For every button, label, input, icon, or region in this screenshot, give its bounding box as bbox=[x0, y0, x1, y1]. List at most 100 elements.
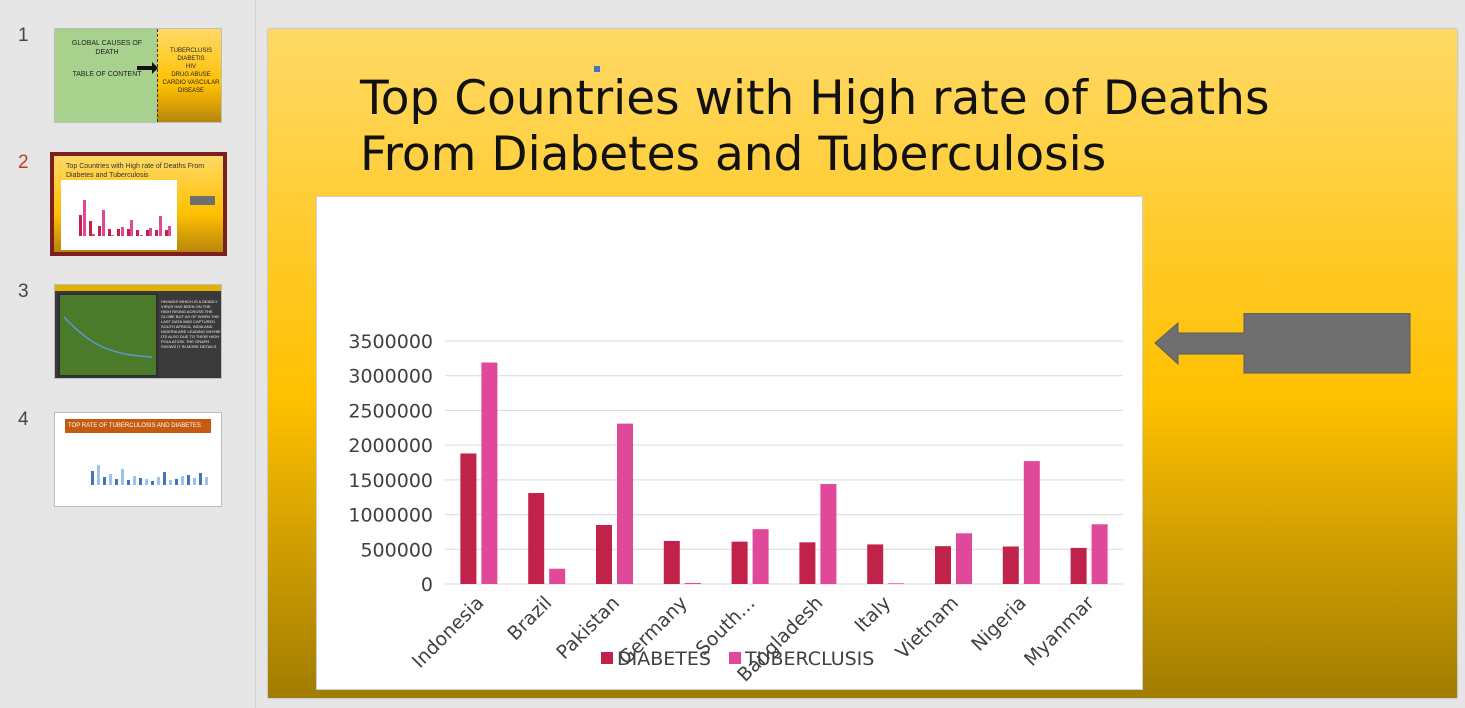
slide-number: 4 bbox=[18, 409, 29, 430]
thumb-bar bbox=[139, 478, 142, 485]
thumb-bar bbox=[107, 228, 111, 236]
bar-tuberclusis bbox=[684, 582, 701, 584]
bar-diabetes bbox=[867, 544, 884, 584]
bar-diabetes bbox=[799, 542, 816, 584]
thumb-banner: TOP RATE OF TUBERCULOSIS AND DIABETES bbox=[65, 419, 211, 433]
thumb-plot-svg bbox=[63, 316, 153, 358]
thumb-text: DIABETIS bbox=[177, 56, 205, 62]
bar-tuberclusis bbox=[1091, 524, 1108, 584]
x-tick-label: Vietnam bbox=[891, 592, 963, 664]
thumb-text: TUBERCLUSIS bbox=[169, 48, 212, 54]
thumb-text: TABLE OF CONTENT bbox=[72, 71, 142, 78]
thumb-bar bbox=[82, 199, 86, 236]
y-tick-label: 1000000 bbox=[348, 505, 433, 527]
x-tick-label: Myanmar bbox=[1020, 592, 1099, 671]
thumb-chart bbox=[61, 180, 177, 250]
thumb-bar bbox=[199, 473, 202, 485]
thumb-bar bbox=[109, 474, 112, 485]
bar-tuberclusis bbox=[549, 568, 566, 584]
thumb-text: DISEASE bbox=[177, 88, 204, 94]
selection-handle[interactable] bbox=[594, 66, 600, 72]
arrow-left-icon bbox=[190, 196, 215, 205]
thumb-bar bbox=[101, 209, 105, 236]
y-tick-label: 3000000 bbox=[348, 366, 433, 388]
thumb-text: GLOBAL CAUSES OF bbox=[71, 40, 143, 47]
bar-diabetes bbox=[731, 541, 748, 584]
slide-thumbnail-pane: 1 GLOBAL CAUSES OF DEATH TABLE OF CONTENT… bbox=[0, 0, 256, 708]
thumb-bar bbox=[103, 477, 106, 485]
thumb-plot bbox=[58, 293, 158, 377]
slide-thumbnail-1[interactable]: GLOBAL CAUSES OF DEATH TABLE OF CONTENT T… bbox=[54, 28, 222, 123]
thumb-bar bbox=[187, 475, 190, 485]
thumb-green-panel: GLOBAL CAUSES OF DEATH TABLE OF CONTENT bbox=[55, 29, 157, 122]
thumb-bar bbox=[145, 479, 148, 485]
left-arrow-shape[interactable] bbox=[1154, 313, 1412, 375]
bar-diabetes bbox=[1002, 546, 1019, 584]
bar-tuberclusis bbox=[617, 423, 633, 584]
thumb-bar bbox=[97, 465, 100, 485]
bar-diabetes bbox=[935, 546, 951, 584]
chart-svg: 0 500000 1000000 1500000 2000000 2500000 30000… bbox=[348, 331, 1123, 686]
bar-diabetes bbox=[528, 493, 545, 584]
thumb-bar bbox=[130, 219, 133, 236]
y-tick-label: 2000000 bbox=[348, 435, 433, 457]
thumb-bar bbox=[127, 480, 130, 485]
slide-canvas[interactable]: Top Countries with High rate of Deaths F… bbox=[268, 29, 1457, 698]
thumb-bar bbox=[181, 476, 184, 485]
thumb-bar bbox=[139, 235, 143, 236]
x-tick-label: Italy bbox=[851, 592, 896, 637]
bar-diabetes bbox=[1070, 547, 1087, 584]
bar-diabetes bbox=[663, 540, 680, 584]
thumb-bar bbox=[169, 480, 172, 485]
bar-tuberclusis bbox=[752, 529, 769, 584]
slide-title[interactable]: Top Countries with High rate of Deaths F… bbox=[360, 71, 1270, 182]
thumb-list: TUBERCLUSIS DIABETIS HIV DRUG ABUSE CARD… bbox=[159, 47, 221, 95]
thumb-text: HIV bbox=[185, 64, 196, 70]
thumb-bar bbox=[168, 226, 171, 236]
thumb-bar bbox=[98, 226, 101, 236]
slide-number: 1 bbox=[18, 25, 29, 46]
thumb-bar bbox=[136, 229, 139, 236]
x-tick-label: Pakistan bbox=[552, 592, 624, 664]
slide-thumbnail-3[interactable]: HIV/AIDS WHICH IS A DEADLY VIRUS HAS BEE… bbox=[54, 284, 222, 379]
slide-number: 3 bbox=[18, 281, 29, 302]
slide-number: 2 bbox=[18, 152, 29, 173]
x-tick-label: Brazil bbox=[503, 592, 556, 645]
thumb-bar bbox=[158, 215, 162, 236]
thumb-bar bbox=[117, 229, 120, 236]
legend-swatch bbox=[601, 652, 613, 664]
thumb-bar bbox=[175, 479, 178, 485]
chart[interactable]: 0 500000 1000000 1500000 2000000 2500000 30000… bbox=[316, 196, 1143, 690]
thumb-bar bbox=[149, 227, 152, 236]
x-tick-label: Indonesia bbox=[408, 592, 489, 673]
slide-thumbnail-2[interactable]: Top Countries with High rate of Deaths F… bbox=[50, 152, 227, 256]
thumb-text: DEATH bbox=[95, 49, 119, 56]
legend-swatch bbox=[729, 652, 741, 664]
y-tick-label: 0 bbox=[421, 574, 433, 596]
thumb-bar bbox=[193, 478, 196, 485]
bar-tuberclusis bbox=[1023, 461, 1040, 584]
arrow-right-icon bbox=[137, 62, 158, 74]
thumb-text: DRUG ABUSE bbox=[171, 72, 211, 78]
thumb-bar bbox=[79, 214, 82, 236]
thumb-text: HIV/AIDS WHICH IS A DEADLY VIRUS HAS BEE… bbox=[161, 299, 221, 349]
thumb-bar bbox=[133, 476, 136, 485]
thumb-bar bbox=[157, 477, 160, 485]
thumb-bar bbox=[91, 471, 94, 485]
thumb-bar bbox=[151, 481, 154, 485]
arrow-left-icon bbox=[1154, 313, 1411, 374]
slide-thumbnail-4[interactable]: TOP RATE OF TUBERCULOSIS AND DIABETES bbox=[54, 412, 222, 507]
thumb-bar bbox=[120, 226, 124, 236]
thumb-title: Top Countries with High rate of Deaths F… bbox=[66, 163, 205, 179]
thumb-bar bbox=[164, 230, 168, 236]
bar-tuberclusis bbox=[888, 583, 905, 584]
thumb-bar bbox=[115, 479, 118, 485]
legend-label: DIABETES bbox=[617, 648, 711, 670]
thumb-bar bbox=[155, 229, 158, 236]
bar-tuberclusis bbox=[481, 362, 498, 584]
thumb-bar bbox=[92, 233, 95, 236]
thumb-plot-line bbox=[63, 316, 153, 358]
thumb-bar bbox=[126, 229, 130, 236]
divider bbox=[157, 29, 159, 122]
legend-label: TUBERCLUSIS bbox=[744, 648, 874, 670]
